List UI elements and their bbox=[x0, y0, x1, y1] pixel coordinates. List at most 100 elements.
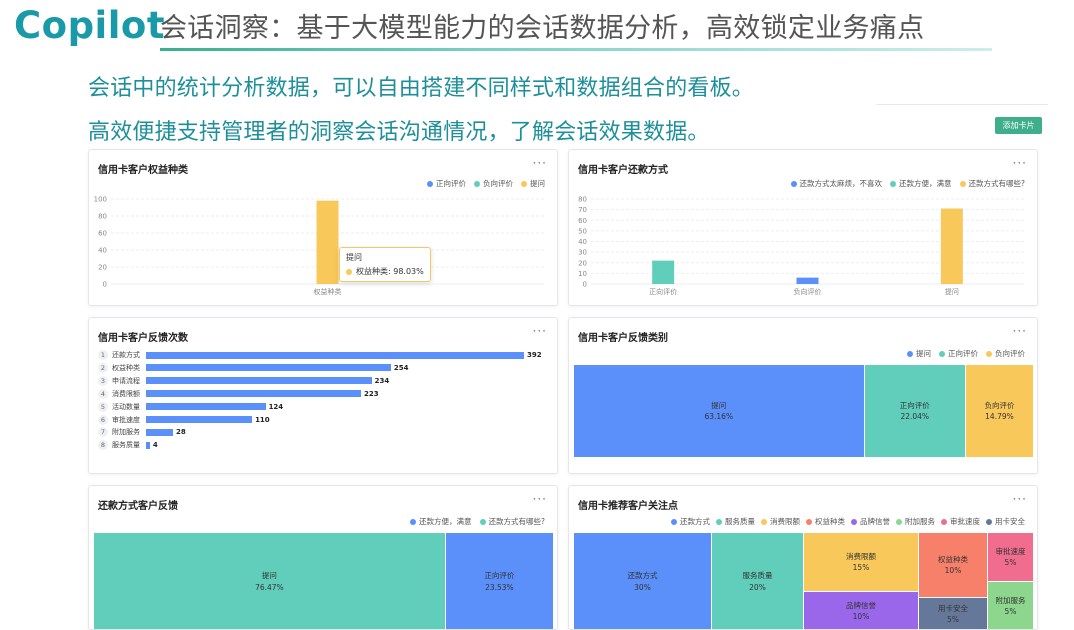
legend-label: 还款方式 bbox=[680, 517, 710, 526]
treemap-cell[interactable]: 正向评价 23.53% bbox=[445, 533, 554, 629]
rank-label: 还款方式 bbox=[112, 351, 140, 359]
bar-chart: 0 10 20 30 40 50 60 70 80 正向评价 负向评价 提问 bbox=[578, 196, 1024, 296]
treemap-cell-label: 品牌信誉 bbox=[846, 600, 876, 610]
subtitle-line-2: 高效便捷支持管理者的洞察会话沟通情况，了解会话效果数据。 bbox=[88, 120, 710, 145]
legend-item[interactable]: 正向评价 bbox=[427, 178, 466, 189]
legend-item[interactable]: 提问 bbox=[521, 178, 545, 189]
treemap-cell[interactable]: 权益种类 10% bbox=[919, 533, 988, 599]
treemap-cell-label: 还款方式 bbox=[627, 571, 658, 581]
treemap-cell-value: 14.79% bbox=[985, 412, 1014, 421]
legend-dot-icon bbox=[521, 180, 527, 187]
legend-label: 提问 bbox=[916, 349, 931, 358]
rank-number: 7 bbox=[98, 427, 108, 438]
treemap-cell[interactable]: 正向评价 22.04% bbox=[864, 365, 966, 458]
x-tick-label: 提问 bbox=[945, 287, 959, 296]
legend-dot-icon bbox=[410, 518, 417, 525]
bar bbox=[146, 390, 362, 398]
y-tick-label: 10 bbox=[578, 270, 587, 278]
bar bbox=[316, 200, 339, 284]
card-benefit-types: 信用卡客户权益种类 ··· 正向评价 负向评价 提问 0 20 40 60 80 100 权… bbox=[88, 149, 558, 306]
legend-label: 审批速度 bbox=[950, 517, 980, 526]
more-icon[interactable]: ··· bbox=[1012, 492, 1027, 506]
treemap-cell[interactable]: 服务质量 20% bbox=[712, 533, 804, 629]
legend-label: 还款方式太麻烦，不喜欢 bbox=[799, 179, 883, 188]
legend-dot-icon bbox=[761, 518, 767, 525]
legend-item[interactable]: 还款方式有哪些? bbox=[959, 178, 1025, 189]
treemap-cell-value: 15% bbox=[852, 562, 870, 572]
legend-item[interactable]: 还款方式太麻烦，不喜欢 bbox=[790, 178, 883, 189]
legend-item[interactable]: 负向评价 bbox=[474, 178, 513, 189]
treemap-cell-label: 权益种类 bbox=[938, 554, 968, 564]
legend-label: 消费限额 bbox=[770, 517, 800, 526]
ranking-row: 6 审批速度 110 bbox=[98, 414, 270, 425]
treemap-cell-value: 10% bbox=[944, 566, 962, 576]
treemap-cell[interactable]: 消费限额 15% bbox=[804, 533, 919, 592]
treemap-cell[interactable]: 提问 76.47% bbox=[94, 533, 446, 629]
rank-number: 6 bbox=[98, 414, 108, 425]
treemap-cell-label: 负向评价 bbox=[984, 400, 1015, 410]
bar-value-label: 254 bbox=[393, 363, 409, 372]
tooltip-label: 权益种类: 98.03% bbox=[356, 267, 424, 276]
more-icon[interactable]: ··· bbox=[1012, 324, 1027, 338]
treemap-cell-label: 附加服务 bbox=[995, 595, 1026, 605]
add-card-button[interactable]: 添加卡片 bbox=[995, 117, 1042, 134]
legend-dot-icon bbox=[896, 518, 902, 525]
y-tick-label: 50 bbox=[578, 227, 587, 235]
more-icon[interactable]: ··· bbox=[532, 324, 547, 338]
x-tick-label: 权益种类 bbox=[314, 287, 342, 296]
card-recommend-focus: 信用卡推荐客户关注点 ··· 还款方式 服务质量 消费限额 权益种类 品牌信誉 附加服务审… bbox=[568, 485, 1038, 630]
treemap-cell[interactable]: 负向评价 14.79% bbox=[965, 365, 1034, 458]
treemap-cell[interactable]: 提问 63.16% bbox=[574, 365, 865, 458]
more-icon[interactable]: ··· bbox=[532, 156, 547, 170]
legend-item[interactable]: 正向评价 bbox=[939, 348, 978, 359]
legend-item[interactable]: 负向评价 bbox=[986, 348, 1025, 359]
more-icon[interactable]: ··· bbox=[1012, 156, 1027, 170]
legend-dot-icon bbox=[907, 350, 913, 357]
bar bbox=[940, 208, 963, 284]
legend-item[interactable]: 还款方式有哪些? bbox=[479, 516, 545, 527]
treemap-cell-value: 20% bbox=[749, 582, 766, 592]
treemap-cell[interactable]: 审批速度 5% bbox=[988, 533, 1034, 582]
legend-item[interactable]: 消费限额 bbox=[761, 516, 800, 527]
treemap-cell[interactable]: 附加服务 5% bbox=[988, 582, 1034, 629]
legend-item[interactable]: 品牌信誉 bbox=[851, 516, 890, 527]
rank-label: 服务质量 bbox=[112, 441, 140, 450]
legend-item[interactable]: 审批速度 bbox=[941, 516, 980, 527]
rank-label: 活动数量 bbox=[112, 402, 140, 411]
tooltip-dot-icon bbox=[346, 268, 352, 275]
legend-item[interactable]: 用卡安全 bbox=[986, 516, 1025, 527]
more-icon[interactable]: ··· bbox=[532, 492, 547, 506]
card-title: 还款方式客户反馈 bbox=[98, 501, 178, 512]
bar-value-label: 124 bbox=[268, 402, 284, 411]
legend-item[interactable]: 附加服务 bbox=[896, 516, 935, 527]
legend-item[interactable]: 提问 bbox=[907, 348, 931, 359]
legend-item[interactable]: 权益种类 bbox=[806, 516, 845, 527]
bar-value-label: 223 bbox=[364, 389, 379, 398]
treemap-cell-label: 服务质量 bbox=[742, 571, 773, 581]
card-title: 信用卡客户反馈次数 bbox=[98, 333, 188, 344]
bar bbox=[146, 441, 150, 449]
treemap-cell-value: 63.16% bbox=[704, 412, 734, 421]
bar bbox=[146, 351, 524, 359]
rank-number: 5 bbox=[98, 401, 108, 412]
bar-value-label: 392 bbox=[527, 351, 542, 359]
treemap-cell-value: 5% bbox=[1004, 607, 1017, 616]
legend-label: 权益种类 bbox=[815, 517, 845, 526]
legend-item[interactable]: 服务质量 bbox=[716, 516, 755, 527]
legend-dot-icon bbox=[427, 180, 433, 187]
treemap-cell[interactable]: 品牌信誉 10% bbox=[804, 591, 919, 629]
bar bbox=[146, 377, 372, 385]
ranking-row: 4 消费限额 223 bbox=[98, 388, 379, 399]
legend-item[interactable]: 还款方式 bbox=[671, 516, 710, 527]
chart-legend: 还款方便，满意 还款方式有哪些? bbox=[410, 516, 545, 527]
legend-item[interactable]: 还款方便，满意 bbox=[890, 178, 952, 189]
treemap-cell[interactable]: 用卡安全 5% bbox=[919, 598, 988, 629]
treemap-cell[interactable]: 还款方式 30% bbox=[574, 533, 712, 629]
legend-item[interactable]: 还款方便，满意 bbox=[410, 516, 472, 527]
card-title: 信用卡客户权益种类 bbox=[98, 165, 188, 176]
chart-legend: 还款方式 服务质量 消费限额 权益种类 品牌信誉 附加服务 审批速度 用卡安全 bbox=[671, 516, 1025, 527]
toolbar-divider bbox=[876, 104, 1048, 105]
legend-label: 还款方式有哪些? bbox=[488, 517, 545, 526]
legend-dot-icon bbox=[790, 180, 797, 187]
bar bbox=[796, 277, 819, 284]
